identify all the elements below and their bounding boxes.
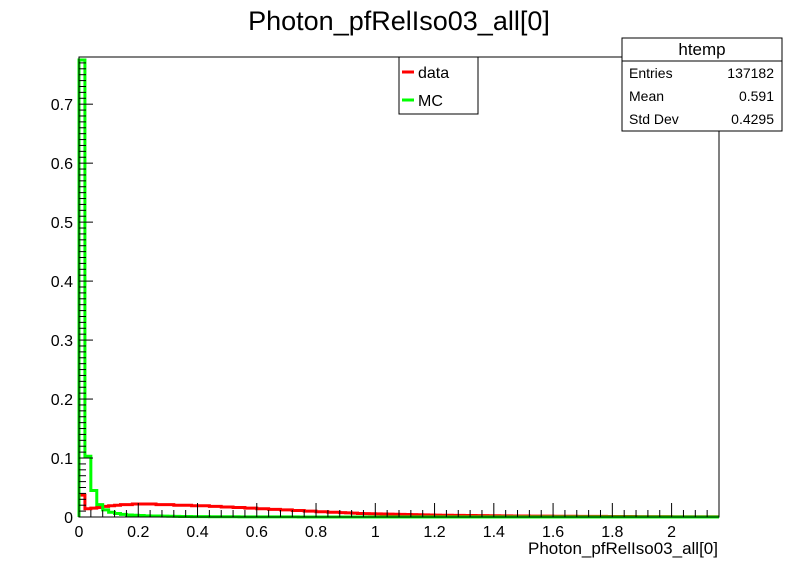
legend-box	[398, 56, 479, 115]
axes: 0 0.2 0.4 0.6 0.8 1 1.2 1.4 1.6 1.8 2 0 0.1 0.2 0.3 0.4…	[51, 56, 720, 541]
x-tick-label: 1.4	[483, 524, 505, 541]
x-tick-label: 1	[371, 524, 380, 541]
legend: data MC	[398, 56, 479, 115]
stats-entries-value: 137182	[727, 65, 774, 81]
y-tick-label: 0.3	[51, 333, 73, 350]
stats-entries-label: Entries	[629, 65, 673, 81]
x-axis-label: Photon_pfRelIso03_all[0]	[528, 539, 718, 558]
x-tick-label: 0.6	[246, 524, 268, 541]
y-tick-label: 0.2	[51, 392, 73, 409]
x-tick-label: 1.2	[423, 524, 445, 541]
stats-stddev-label: Std Dev	[629, 111, 679, 127]
x-tick-label: 0	[75, 524, 84, 541]
stats-box: htemp Entries 137182 Mean 0.591 Std Dev …	[621, 37, 783, 132]
legend-label-mc: MC	[418, 93, 443, 110]
y-tick-label: 0.5	[51, 215, 73, 232]
x-tick-label: 0.8	[305, 524, 327, 541]
stats-stddev-value: 0.4295	[731, 111, 774, 127]
y-tick-label: 0.7	[51, 97, 73, 114]
stats-box-frame	[621, 37, 783, 132]
x-tick-label: 1.8	[601, 524, 623, 541]
stats-box-title: htemp	[678, 40, 725, 59]
y-tick-label: 0.1	[51, 451, 73, 468]
x-tick-label: 2	[667, 524, 676, 541]
x-tick-label: 0.2	[127, 524, 149, 541]
stats-mean-label: Mean	[629, 88, 664, 104]
y-tick-label: 0	[64, 510, 73, 527]
legend-label-data: data	[418, 65, 449, 82]
y-tick-label: 0.4	[51, 274, 73, 291]
x-tick-label: 0.4	[186, 524, 208, 541]
chart-title: Photon_pfRelIso03_all[0]	[248, 6, 550, 36]
y-tick-label: 0.6	[51, 156, 73, 173]
stats-mean-value: 0.591	[739, 88, 774, 104]
x-tick-label: 1.6	[542, 524, 564, 541]
